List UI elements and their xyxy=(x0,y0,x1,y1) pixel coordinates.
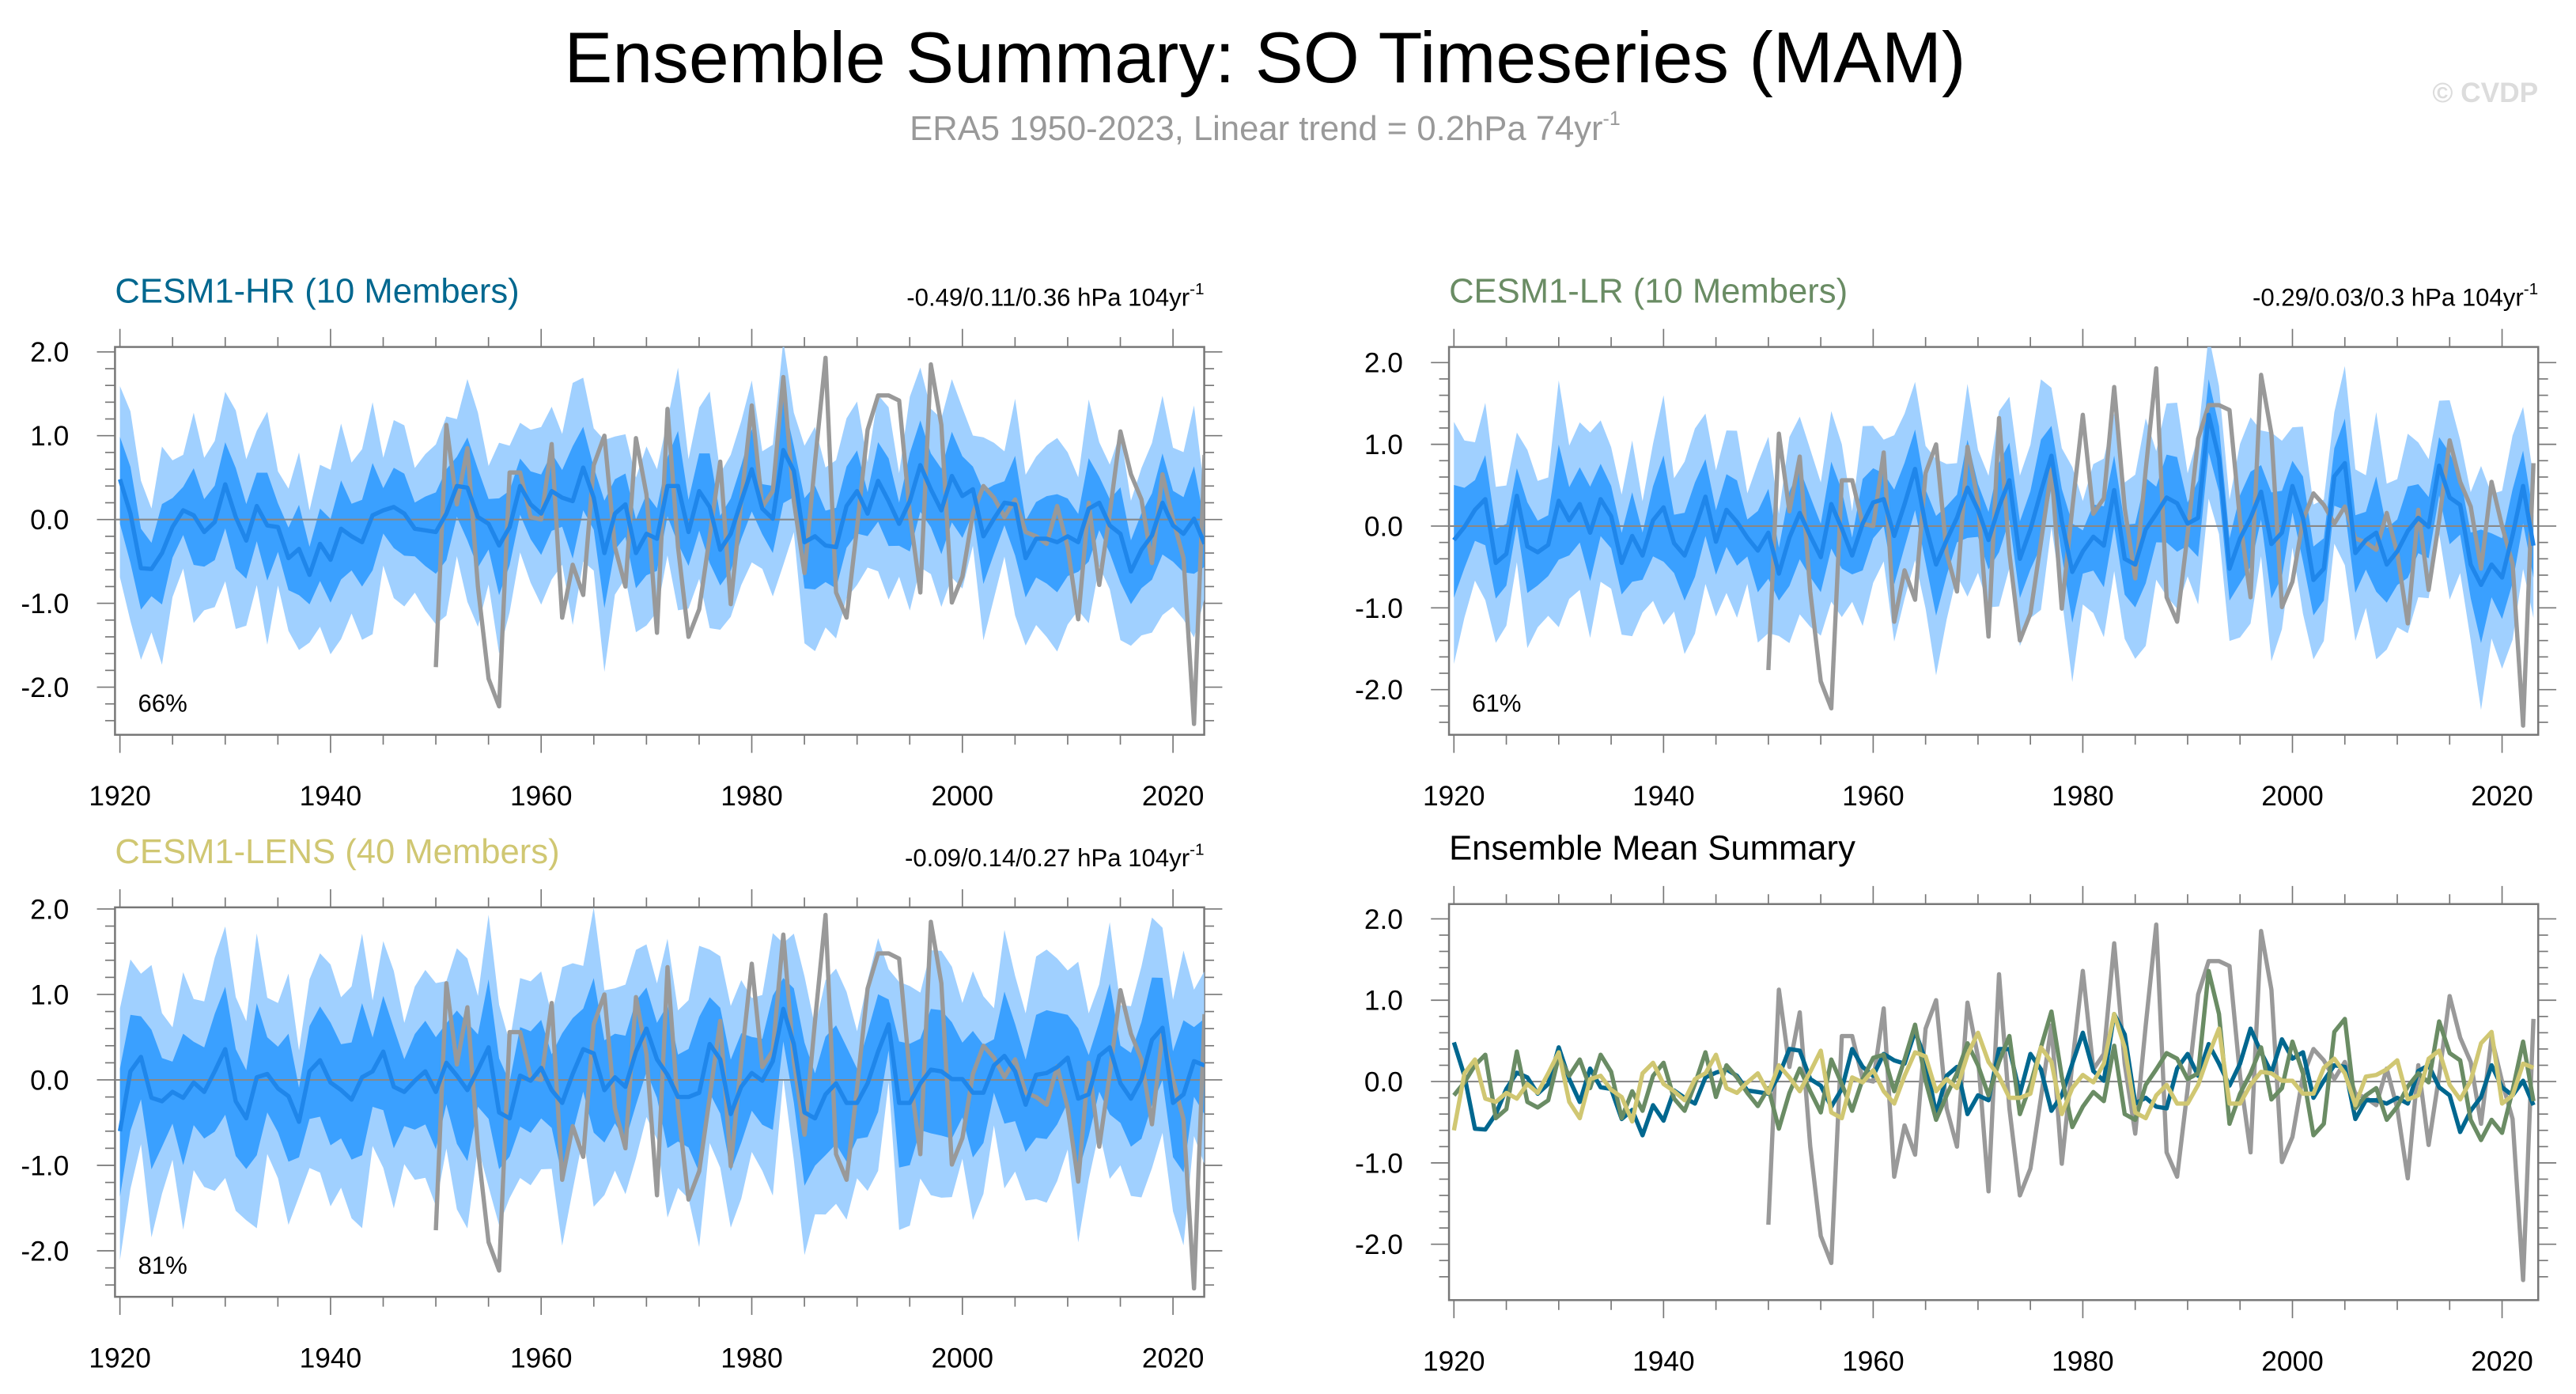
x-tick-label: 1980 xyxy=(721,781,783,812)
x-tick-label: 1940 xyxy=(1632,1347,1695,1377)
panel-lr: CESM1-LR (10 Members) -0.29/0.03/0.3 hPa … xyxy=(1355,272,2557,812)
y-tick-label: 1.0 xyxy=(30,979,69,1010)
cvdp-watermark: © CVDP xyxy=(2432,78,2538,108)
trend-label: -0.29/0.03/0.3 hPa 104yr-1 xyxy=(2253,280,2538,312)
era5-line xyxy=(1766,366,2536,728)
x-tick-label: 2020 xyxy=(2471,781,2533,812)
trend-label: -0.49/0.11/0.36 hPa 104yr-1 xyxy=(906,280,1204,312)
y-tick-label: -1.0 xyxy=(21,589,69,619)
y-tick-label: 1.0 xyxy=(30,421,69,452)
y-tick-label: 1.0 xyxy=(1364,430,1403,460)
figure-subtitle: ERA5 1950-2023, Linear trend = 0.2hPa 74… xyxy=(910,108,1621,148)
y-tick-label: -1.0 xyxy=(1355,1148,1403,1179)
x-tick-label: 2000 xyxy=(932,1343,994,1373)
x-tick-label: 1940 xyxy=(300,781,362,812)
panel-title: CESM1-HR (10 Members) xyxy=(115,272,519,310)
x-tick-label: 2000 xyxy=(2261,781,2324,812)
y-tick-label: -2.0 xyxy=(21,672,69,703)
trend-text: -0.29/0.03/0.3 hPa 104yr xyxy=(2253,284,2524,312)
x-tick-label: 2020 xyxy=(1142,781,1205,812)
x-tick-label: 2020 xyxy=(1142,1343,1205,1373)
x-tick-label: 1920 xyxy=(1423,781,1485,812)
lens-line xyxy=(1451,1011,2535,1131)
x-tick-label: 1960 xyxy=(510,1343,573,1373)
plot-area xyxy=(1449,347,2539,728)
x-tick-label: 1980 xyxy=(2052,781,2114,812)
subtitle-text: ERA5 1950-2023, Linear trend = 0.2hPa 74… xyxy=(910,110,1602,148)
x-tick-label: 2020 xyxy=(2471,1347,2533,1377)
panel-title: CESM1-LENS (40 Members) xyxy=(115,833,559,871)
ensemble-mean-line xyxy=(1452,412,2536,588)
panels: CESM1-HR (10 Members) -0.49/0.11/0.36 hPa… xyxy=(21,272,2557,1377)
subtitle-superscript: -1 xyxy=(1603,108,1621,130)
panel-title: Ensemble Mean Summary xyxy=(1449,830,1855,868)
y-tick-label: 0.0 xyxy=(1364,511,1403,542)
trend-label: -0.09/0.14/0.27 hPa 104yr-1 xyxy=(905,840,1205,872)
x-tick-label: 2000 xyxy=(932,781,994,812)
y-tick-label: 2.0 xyxy=(30,894,69,925)
plot-area xyxy=(1449,922,2539,1282)
y-tick-label: -2.0 xyxy=(21,1236,69,1267)
x-tick-label: 1920 xyxy=(89,1343,151,1373)
x-tick-label: 2000 xyxy=(2261,1347,2324,1377)
percent-label: 61% xyxy=(1472,690,1521,718)
y-tick-label: 2.0 xyxy=(1364,348,1403,379)
y-tick-label: 2.0 xyxy=(30,337,69,368)
y-tick-label: 0.0 xyxy=(1364,1067,1403,1098)
y-tick-label: 0.0 xyxy=(30,505,69,536)
x-tick-label: 1940 xyxy=(300,1343,362,1373)
y-tick-label: 0.0 xyxy=(30,1065,69,1096)
plot-area xyxy=(115,907,1205,1291)
percent-label: 81% xyxy=(138,1252,187,1279)
trend-text: -0.49/0.11/0.36 hPa 104yr xyxy=(906,284,1190,312)
era5-line xyxy=(433,355,1205,726)
x-tick-label: 1980 xyxy=(2052,1347,2114,1377)
panel-lens: CESM1-LENS (40 Members) -0.09/0.14/0.27 h… xyxy=(21,833,1223,1373)
x-tick-label: 1980 xyxy=(721,1343,783,1373)
trend-text: -0.09/0.14/0.27 hPa 104yr xyxy=(905,844,1190,872)
x-tick-label: 1960 xyxy=(510,781,573,812)
trend-superscript: -1 xyxy=(2524,280,2538,298)
y-tick-label: -1.0 xyxy=(1355,593,1403,624)
x-tick-label: 1940 xyxy=(1632,781,1695,812)
panel-hr: CESM1-HR (10 Members) -0.49/0.11/0.36 hPa… xyxy=(21,272,1223,812)
y-tick-label: -1.0 xyxy=(21,1150,69,1181)
y-tick-label: -2.0 xyxy=(1355,1229,1403,1260)
trend-superscript: -1 xyxy=(1190,840,1204,858)
figure-title: Ensemble Summary: SO Timeseries (MAM) xyxy=(564,17,1965,98)
trend-superscript: -1 xyxy=(1190,280,1204,298)
percent-label: 66% xyxy=(138,690,187,718)
x-tick-label: 1960 xyxy=(1842,1347,1905,1377)
era5-line xyxy=(433,912,1205,1291)
panel-title: CESM1-LR (10 Members) xyxy=(1449,272,1848,310)
x-tick-label: 1920 xyxy=(1423,1347,1485,1377)
plot-area xyxy=(115,347,1205,726)
y-tick-label: -2.0 xyxy=(1355,675,1403,706)
panel-summary: Ensemble Mean Summary 1920 1940 1960 1980 200… xyxy=(1355,830,2557,1377)
y-tick-label: 1.0 xyxy=(1364,986,1403,1017)
x-tick-label: 1960 xyxy=(1842,781,1905,812)
era5-line xyxy=(1766,922,2536,1282)
x-tick-label: 1920 xyxy=(89,781,151,812)
ensemble-mean-line xyxy=(117,1006,1205,1132)
y-tick-label: 2.0 xyxy=(1364,904,1403,935)
ensemble-mean-line xyxy=(118,448,1205,578)
